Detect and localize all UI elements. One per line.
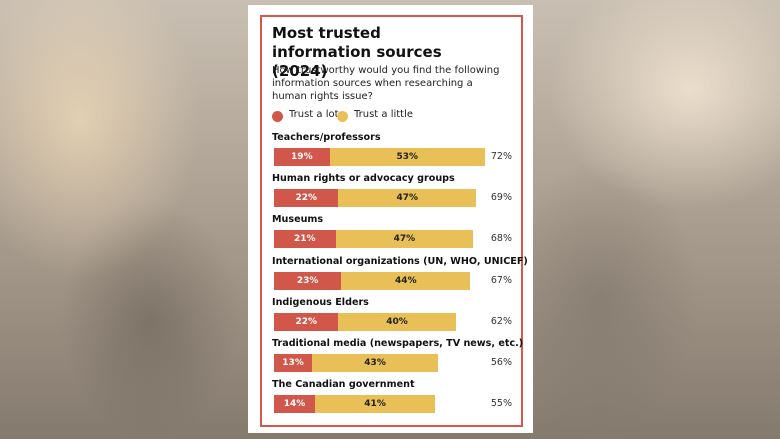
value-label: 53% xyxy=(396,152,419,162)
bar: 47% xyxy=(338,189,477,208)
bar: 40% xyxy=(338,312,456,331)
bar: 41% xyxy=(315,395,436,414)
legend-swatch xyxy=(272,111,283,122)
bar: 19% xyxy=(274,148,330,166)
value-label: 23% xyxy=(296,275,319,286)
bar: 43% xyxy=(312,354,439,372)
value-label: 47% xyxy=(393,234,416,245)
bar: 13% xyxy=(274,354,313,372)
total-label: 56% xyxy=(490,357,512,368)
value-label: 44% xyxy=(395,275,417,286)
category-label: Museums xyxy=(272,214,324,226)
bar: 53% xyxy=(329,148,485,166)
value-label: 43% xyxy=(364,358,386,368)
category-label: International organizations (UN, WHO, UN… xyxy=(272,255,528,267)
total-label: 62% xyxy=(490,315,512,327)
value-label: 21% xyxy=(293,234,316,245)
bar: 44% xyxy=(341,271,471,290)
value-label: 14% xyxy=(283,399,306,410)
card-border xyxy=(260,15,523,427)
bar: 22% xyxy=(274,312,339,331)
total-label: 67% xyxy=(490,274,512,286)
category-label: Teachers/professors xyxy=(272,132,381,143)
value-label: 22% xyxy=(295,316,317,327)
category-label: Indigenous Elders xyxy=(272,296,369,308)
chart-subtitle: How trustworthy would you find the follo… xyxy=(272,65,500,102)
total-label: 69% xyxy=(490,192,512,204)
chart-title: Most trusted information sources (2024) xyxy=(272,24,442,80)
value-label: 13% xyxy=(282,358,304,368)
category-label: The Canadian government xyxy=(272,379,415,391)
bar: 47% xyxy=(335,230,474,249)
value-label: 22% xyxy=(295,193,317,204)
total-label: 72% xyxy=(490,151,512,162)
value-label: 19% xyxy=(291,152,313,162)
category-label: Human rights or advocacy groups xyxy=(272,173,455,185)
bar: 14% xyxy=(274,395,316,414)
bar: 21% xyxy=(274,230,336,249)
value-label: 47% xyxy=(396,193,419,204)
value-label: 41% xyxy=(364,399,386,410)
total-label: 55% xyxy=(490,398,512,410)
bar: 23% xyxy=(274,271,342,290)
bar: 22% xyxy=(274,189,339,208)
legend-swatch xyxy=(337,111,348,122)
legend-label: Trust a little xyxy=(354,109,414,120)
legend-label: Trust a lot xyxy=(289,109,339,120)
category-label: Traditional media (newspapers, TV news, … xyxy=(272,338,524,349)
total-label: 68% xyxy=(490,233,512,245)
value-label: 40% xyxy=(386,316,408,327)
